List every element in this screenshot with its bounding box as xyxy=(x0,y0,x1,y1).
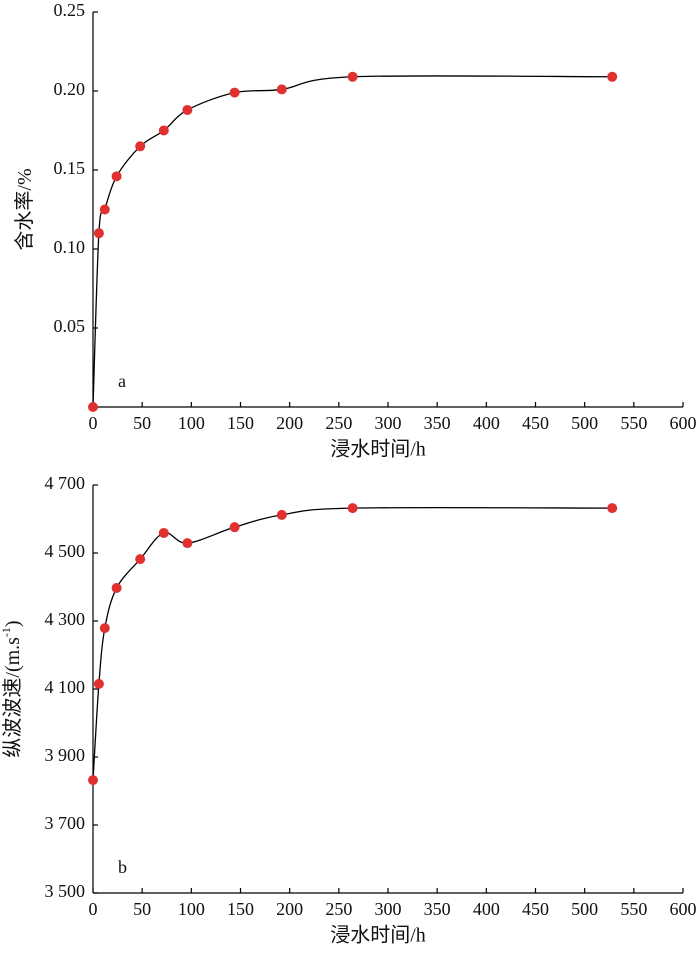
data-point xyxy=(111,583,122,594)
y-axis-label: 纵波波速/(m.s-1) xyxy=(0,620,24,757)
x-tick-label: 500 xyxy=(571,899,598,919)
line xyxy=(92,506,613,781)
data-point xyxy=(99,204,110,215)
y-tick-label: 0.25 xyxy=(54,0,86,20)
line xyxy=(92,75,613,408)
y-axis-label-superscript: -1 xyxy=(0,627,13,637)
x-tick-label: 250 xyxy=(325,899,352,919)
y-axis-label-text: 纵波波速/(m.s xyxy=(1,637,24,758)
y-tick-label: 3 700 xyxy=(45,813,86,833)
data-point xyxy=(347,71,358,82)
x-axis-label: 浸水时间/h xyxy=(330,438,426,461)
data-point xyxy=(158,125,169,136)
y-tick-label: 4 300 xyxy=(45,609,86,629)
x-axis-label: 浸水时间/h xyxy=(330,924,426,947)
y-axis-label-end: ) xyxy=(2,620,24,627)
x-tick-label: 350 xyxy=(424,899,451,919)
data-point xyxy=(276,84,287,95)
data-point xyxy=(229,87,240,98)
data-point xyxy=(111,171,122,182)
x-tick-label: 200 xyxy=(276,413,303,433)
y-axis-label-text: 含水率/% xyxy=(13,168,36,250)
y-axis-label: 含水率/% xyxy=(13,168,36,250)
y-tick-label: 4 100 xyxy=(45,677,86,697)
data-point xyxy=(135,554,146,565)
x-tick-label: 200 xyxy=(276,899,303,919)
x-tick-label: 400 xyxy=(473,413,500,433)
x-tick-label: 350 xyxy=(424,413,451,433)
data-point xyxy=(99,623,110,634)
x-tick-label: 450 xyxy=(522,899,549,919)
y-tick-label: 4 700 xyxy=(45,473,86,493)
y-tick-label: 0.20 xyxy=(54,79,86,99)
x-tick-label: 600 xyxy=(670,899,697,919)
x-tick-label: 50 xyxy=(133,413,151,433)
data-point xyxy=(158,527,169,538)
data-point xyxy=(182,104,193,115)
data-point xyxy=(93,228,104,239)
x-tick-label: 100 xyxy=(178,413,205,433)
y-tick-label: 3 500 xyxy=(45,881,86,901)
x-tick-label: 550 xyxy=(620,899,647,919)
x-tick-label: 300 xyxy=(375,899,402,919)
panel-label: b xyxy=(118,857,127,877)
data-point xyxy=(88,402,98,412)
y-tick-label: 0.10 xyxy=(54,237,86,257)
x-tick-label: 400 xyxy=(473,899,500,919)
y-tick-label: 4 500 xyxy=(45,541,86,561)
data-point xyxy=(229,522,240,533)
y-tick-label: 3 900 xyxy=(45,745,86,765)
data-point xyxy=(93,678,104,689)
x-tick-label: 250 xyxy=(325,413,352,433)
data-point xyxy=(88,775,98,786)
data-point xyxy=(607,71,618,82)
data-point xyxy=(347,503,358,514)
y-tick-label: 0.05 xyxy=(54,316,86,336)
data-point xyxy=(182,538,193,549)
x-tick-label: 0 xyxy=(89,899,98,919)
data-point xyxy=(607,503,618,514)
x-tick-label: 100 xyxy=(178,899,205,919)
y-tick-label: 0.15 xyxy=(54,158,86,178)
x-tick-label: 50 xyxy=(133,899,151,919)
x-tick-label: 550 xyxy=(620,413,647,433)
x-tick-label: 150 xyxy=(227,899,254,919)
x-tick-label: 0 xyxy=(89,413,98,433)
x-tick-label: 450 xyxy=(522,413,549,433)
data-point xyxy=(276,509,287,520)
x-tick-label: 600 xyxy=(670,413,697,433)
data-point xyxy=(135,141,146,152)
x-tick-label: 500 xyxy=(571,413,598,433)
panel-label: a xyxy=(118,371,126,391)
x-tick-label: 300 xyxy=(375,413,402,433)
x-tick-label: 150 xyxy=(227,413,254,433)
